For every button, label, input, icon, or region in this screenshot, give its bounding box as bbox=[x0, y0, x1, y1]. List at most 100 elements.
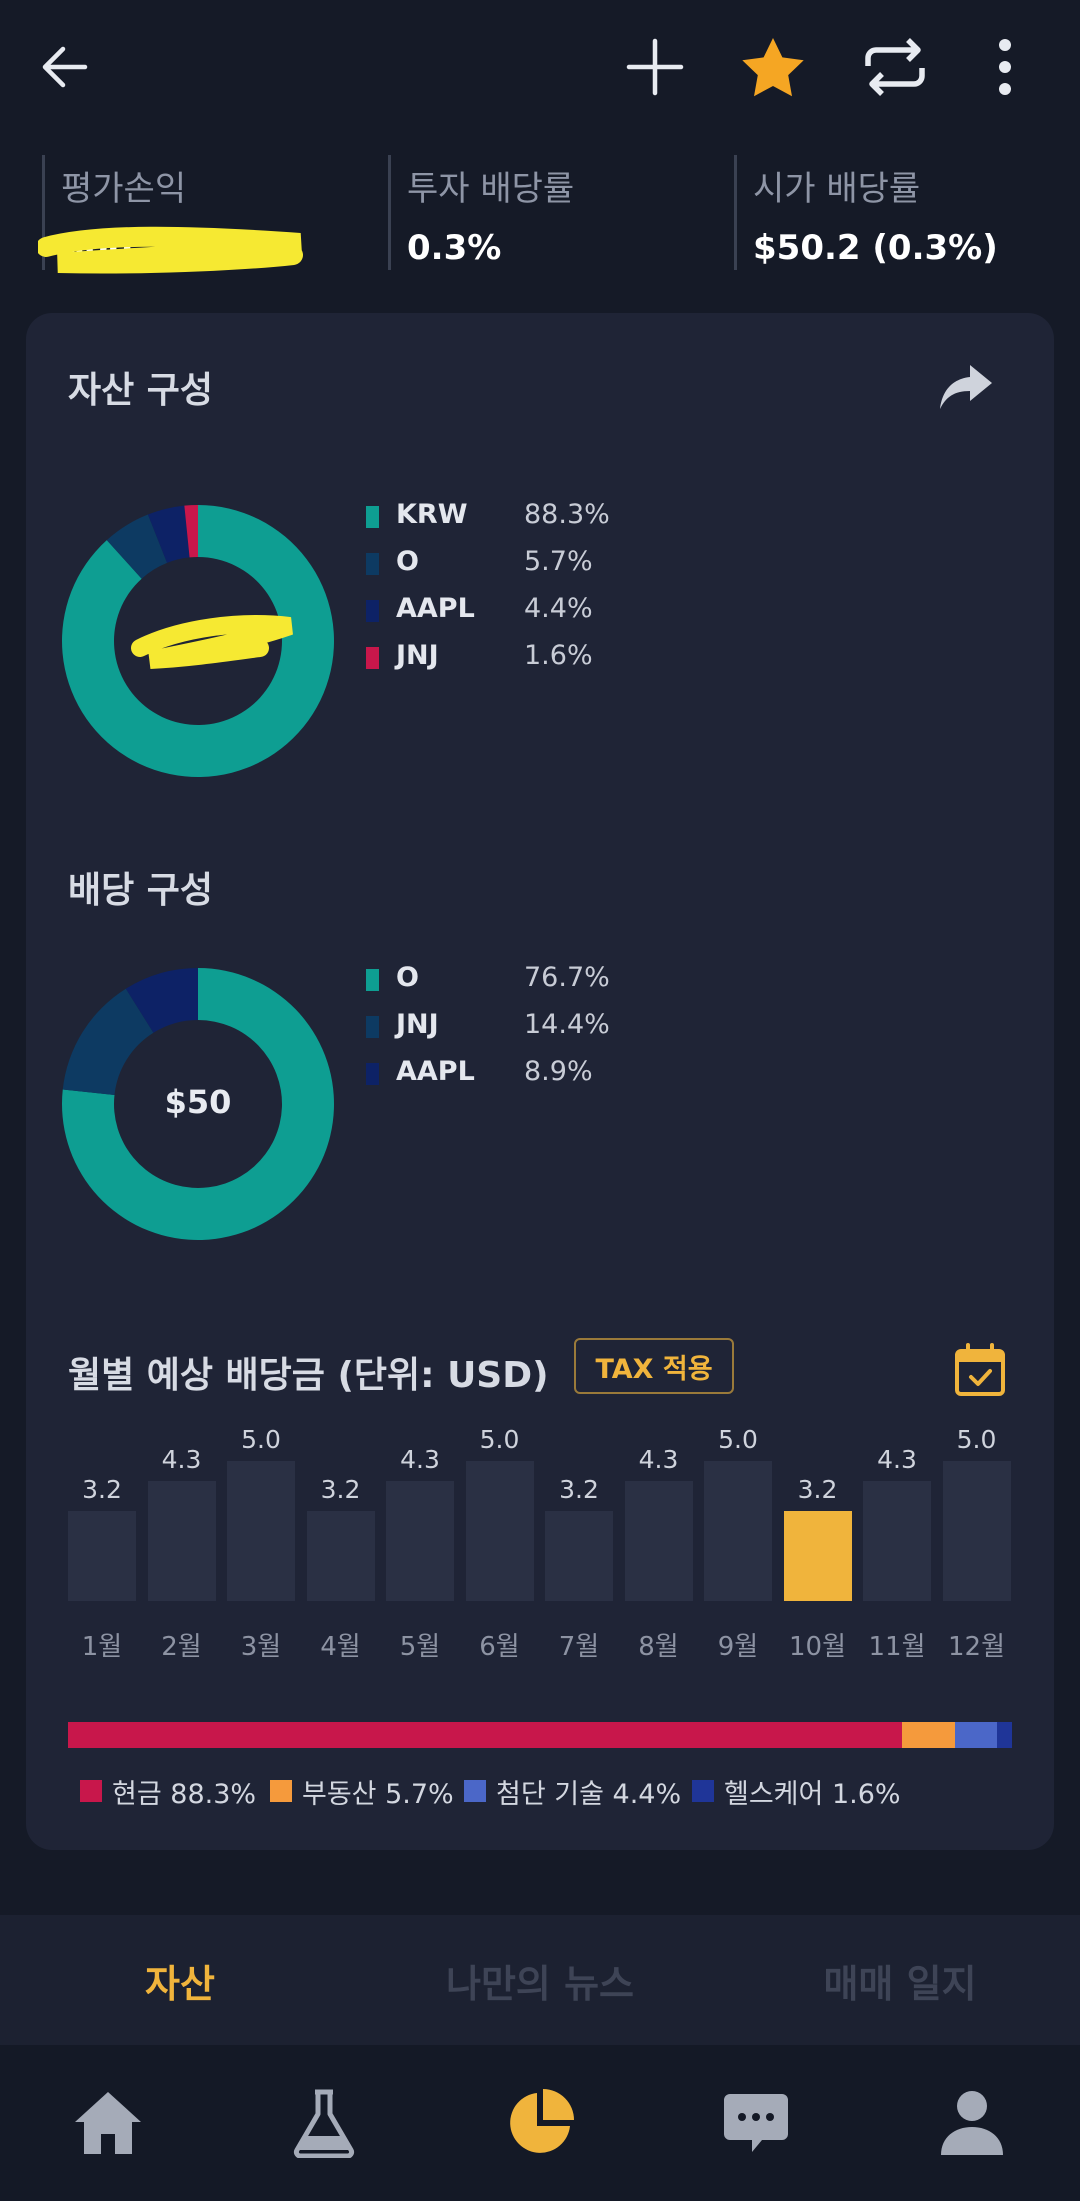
month-label: 8월 bbox=[638, 1632, 679, 1662]
profile-icon[interactable] bbox=[864, 2045, 1080, 2201]
legend-swatch bbox=[464, 1780, 486, 1802]
legend-swatch bbox=[366, 969, 379, 991]
stat-value: $50.2 (0.3%) bbox=[753, 228, 998, 268]
legend-swatch bbox=[366, 506, 379, 528]
legend-text: 헬스케어 1.6% bbox=[724, 1778, 901, 1810]
share-icon[interactable] bbox=[938, 363, 1002, 419]
bar-value-label: 3.2 bbox=[320, 1475, 361, 1505]
bar-value-label: 3.2 bbox=[797, 1475, 838, 1505]
bar-4[interactable] bbox=[306, 1511, 375, 1601]
bar-9[interactable] bbox=[704, 1461, 772, 1601]
bar-10[interactable] bbox=[783, 1511, 852, 1601]
bar-value-label: 5.0 bbox=[956, 1425, 997, 1454]
dividend-legend-item: AAPL 8.9% bbox=[366, 1054, 626, 1094]
stat-label: 투자 배당률 bbox=[407, 169, 575, 209]
legend-percent: 1.6% bbox=[524, 640, 593, 671]
calendar-icon[interactable] bbox=[954, 1343, 1010, 1399]
asset-legend-item: KRW 88.3% bbox=[366, 497, 626, 537]
top-bar bbox=[0, 0, 1080, 130]
sector-legend-item: 첨단 기술 4.4% bbox=[464, 1771, 681, 1811]
tab-assets[interactable]: 자산 bbox=[145, 1961, 215, 2006]
legend-text: 첨단 기술 4.4% bbox=[496, 1778, 682, 1810]
sector-segment bbox=[955, 1722, 997, 1748]
legend-name: AAPL bbox=[396, 593, 475, 624]
monthly-dividend-title: 월별 예상 배당금 (단위: USD) bbox=[68, 1355, 549, 1396]
dividend-total: $50 bbox=[164, 1083, 232, 1121]
home-icon[interactable] bbox=[0, 2045, 216, 2201]
stat-market-yield: 시가 배당률 $50.2 (0.3%) bbox=[734, 155, 1064, 270]
bar-12[interactable] bbox=[942, 1461, 1011, 1601]
repeat-icon[interactable] bbox=[850, 22, 940, 112]
sector-legend-item: 현금 88.3% bbox=[80, 1771, 256, 1811]
asset-slice-jnj bbox=[184, 505, 198, 558]
bar-8[interactable] bbox=[624, 1480, 693, 1601]
month-label: 12월 bbox=[947, 1632, 1005, 1662]
legend-text: 부동산 5.7% bbox=[302, 1778, 454, 1810]
legend-name: JNJ bbox=[396, 1009, 439, 1040]
legend-swatch bbox=[366, 600, 379, 622]
asset-legend-item: O 5.7% bbox=[366, 544, 626, 584]
month-label: 7월 bbox=[558, 1632, 600, 1662]
asset-slice-o bbox=[106, 514, 168, 579]
month-label: 4월 bbox=[320, 1632, 361, 1662]
redaction-scribble bbox=[131, 615, 293, 669]
legend-name: KRW bbox=[396, 499, 468, 530]
pie-chart-icon[interactable] bbox=[432, 2045, 648, 2201]
sector-legend-item: 헬스케어 1.6% bbox=[692, 1771, 901, 1811]
tab-my-news[interactable]: 나만의 뉴스 bbox=[445, 1961, 635, 2006]
stat-value: 0.3% bbox=[407, 228, 502, 268]
flask-icon[interactable] bbox=[216, 2045, 432, 2201]
bar-1[interactable] bbox=[68, 1511, 136, 1601]
stat-label: 평가손익 bbox=[61, 169, 187, 209]
bar-value-label: 4.3 bbox=[638, 1444, 679, 1474]
chat-icon[interactable] bbox=[648, 2045, 864, 2201]
bar-2[interactable] bbox=[147, 1480, 216, 1601]
dividend-composition-title: 배당 구성 bbox=[68, 870, 214, 911]
dividend-legend-item: JNJ 14.4% bbox=[366, 1007, 626, 1047]
legend-swatch bbox=[366, 647, 379, 669]
tax-toggle-button[interactable]: TAX 적용 bbox=[574, 1338, 734, 1394]
bar-7[interactable] bbox=[545, 1511, 613, 1601]
legend-percent: 8.9% bbox=[524, 1056, 593, 1087]
bar-3[interactable] bbox=[227, 1461, 295, 1601]
sector-legend-item: 부동산 5.7% bbox=[270, 1771, 454, 1811]
bar-6[interactable] bbox=[465, 1461, 534, 1601]
sector-segment bbox=[901, 1722, 956, 1748]
legend-swatch bbox=[80, 1780, 102, 1802]
legend-text: 현금 88.3% bbox=[112, 1778, 257, 1810]
month-label: 10월 bbox=[788, 1632, 846, 1662]
legend-name: O bbox=[396, 546, 419, 577]
bar-11[interactable] bbox=[863, 1480, 931, 1601]
legend-swatch bbox=[366, 1016, 379, 1038]
asset-legend-item: JNJ 1.6% bbox=[366, 638, 626, 678]
asset-slice-krw bbox=[61, 505, 334, 777]
asset-legend-item: AAPL 4.4% bbox=[366, 591, 626, 631]
more-vertical-icon[interactable] bbox=[960, 22, 1050, 112]
bar-value-label: 3.2 bbox=[82, 1475, 122, 1505]
legend-swatch bbox=[270, 1780, 292, 1802]
back-arrow-icon[interactable] bbox=[20, 22, 110, 112]
bottom-navigation bbox=[0, 2045, 1080, 2201]
sector-segment bbox=[996, 1722, 1012, 1748]
plus-icon[interactable] bbox=[610, 22, 700, 112]
star-icon[interactable] bbox=[728, 22, 818, 112]
sector-stacked-bar bbox=[68, 1722, 1012, 1748]
legend-name: AAPL bbox=[396, 1056, 475, 1087]
legend-swatch bbox=[692, 1780, 714, 1802]
legend-percent: 4.4% bbox=[524, 593, 593, 624]
asset-donut-chart bbox=[61, 505, 334, 777]
sector-segment bbox=[68, 1722, 902, 1748]
tab-trade-journal[interactable]: 매매 일지 bbox=[823, 1961, 977, 2006]
dividend-slice-o bbox=[61, 968, 334, 1240]
portfolio-card: 자산 구성 KRW 88.3% O 5.7% AAPL 4.4% JNJ 1.6… bbox=[26, 313, 1054, 1850]
bar-value-label: 5.0 bbox=[718, 1425, 758, 1454]
legend-percent: 14.4% bbox=[524, 1009, 610, 1040]
legend-swatch bbox=[366, 1063, 379, 1085]
dividend-donut-chart bbox=[61, 968, 334, 1240]
redaction-scribble bbox=[38, 226, 303, 274]
bar-value-label: 3.2 bbox=[559, 1475, 599, 1505]
month-label: 1월 bbox=[81, 1632, 123, 1662]
month-label: 9월 bbox=[717, 1632, 759, 1662]
bar-5[interactable] bbox=[386, 1480, 454, 1601]
legend-name: JNJ bbox=[396, 640, 439, 671]
